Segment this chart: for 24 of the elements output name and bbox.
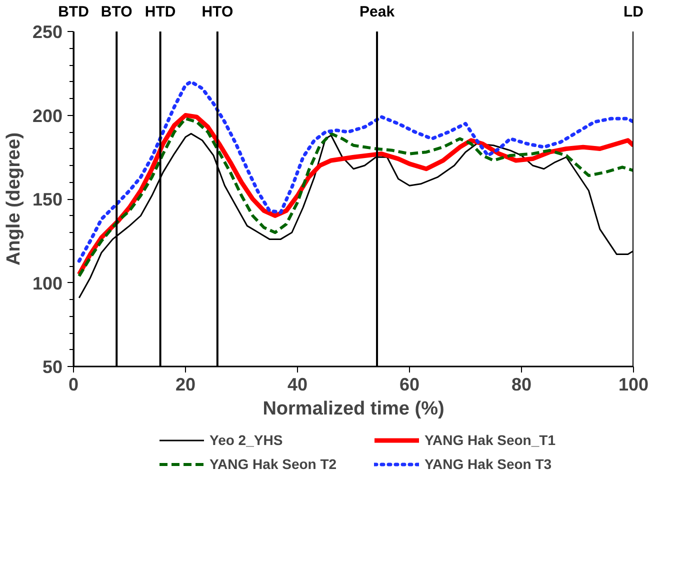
ref-line-label: BTO: [100, 4, 133, 20]
x-tick-label: 0: [68, 374, 79, 394]
ref-line-label: Peak: [360, 4, 396, 20]
ref-line-label: LD: [624, 4, 644, 20]
y-axis-title: Angle (degree): [3, 132, 24, 266]
x-tick-label: 40: [287, 374, 308, 394]
legend-label: YANG Hak Seon T2: [210, 456, 338, 472]
y-tick-label: 250: [32, 22, 63, 42]
x-tick-label: 100: [618, 374, 649, 394]
legend-label: YANG Hak Seon_T1: [424, 432, 556, 448]
y-tick-label: 100: [32, 273, 63, 294]
x-tick-label: 60: [399, 374, 420, 394]
y-tick-label: 200: [32, 106, 63, 126]
y-tick-label: 50: [42, 357, 63, 377]
ref-line-label: HTD: [144, 4, 176, 20]
y-tick-label: 150: [32, 190, 63, 210]
x-axis-title: Normalized time (%): [262, 398, 444, 420]
x-tick-label: 20: [175, 374, 196, 394]
line-series: [77, 80, 634, 263]
ref-line-label: BTD: [58, 4, 90, 20]
legend-label: YANG Hak Seon T3: [424, 456, 553, 472]
ref-line-label: HTO: [202, 4, 234, 20]
x-tick-label: 80: [511, 374, 532, 394]
legend-label: Yeo 2_YHS: [210, 432, 284, 448]
